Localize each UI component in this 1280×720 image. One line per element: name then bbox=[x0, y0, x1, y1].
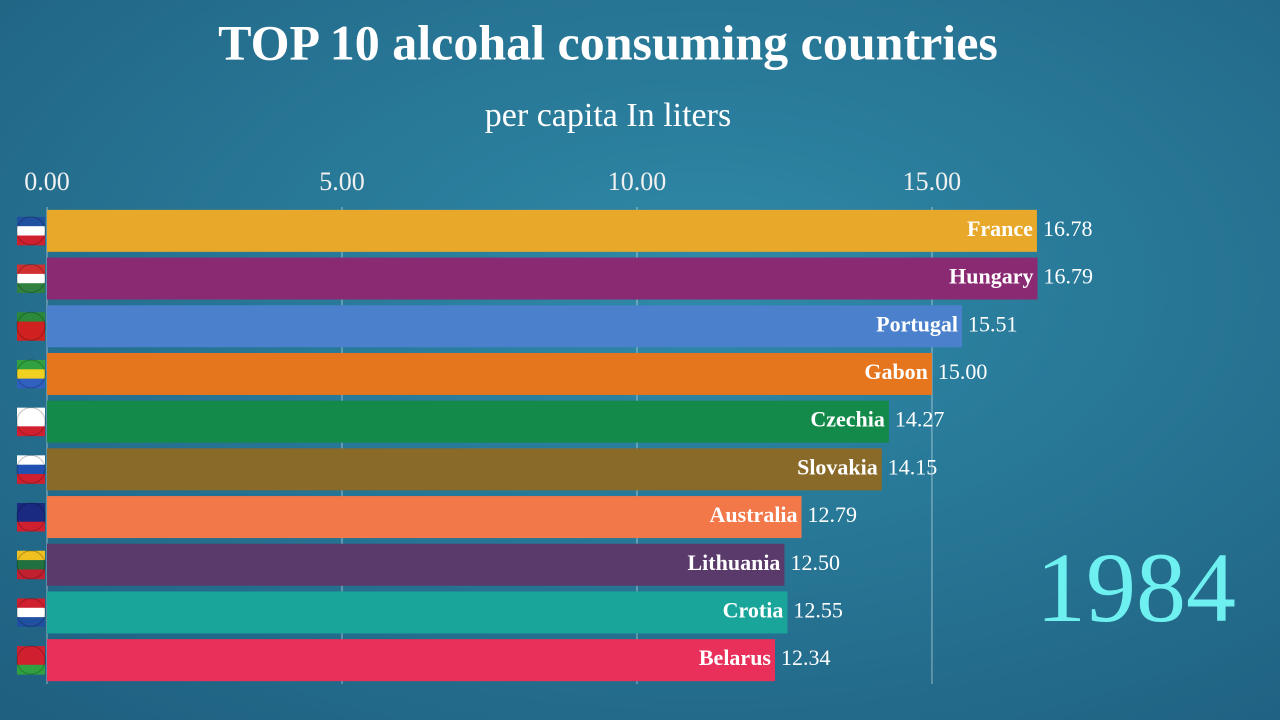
bar-name: Lithuania bbox=[688, 550, 781, 575]
flag-rim bbox=[16, 597, 46, 627]
flag-stripe bbox=[17, 416, 45, 427]
flag-stripe bbox=[17, 455, 45, 466]
flag-rim bbox=[16, 454, 46, 484]
x-tick-label: 10.00 bbox=[608, 167, 667, 196]
flag-stripe bbox=[17, 378, 45, 389]
flag-stripe bbox=[17, 235, 45, 246]
flag-stripe bbox=[17, 359, 45, 370]
flag-icon bbox=[16, 502, 46, 532]
flag-stripe bbox=[17, 330, 45, 341]
bar bbox=[47, 591, 788, 634]
flag-rim bbox=[16, 502, 46, 532]
bar-name: Slovakia bbox=[797, 454, 878, 479]
flag-stripe bbox=[17, 264, 45, 275]
bar bbox=[47, 448, 882, 491]
flag-stripe bbox=[17, 216, 45, 227]
flag-stripe bbox=[17, 646, 45, 656]
bar-name: Gabon bbox=[864, 359, 928, 384]
flag-icon bbox=[16, 407, 46, 437]
value-label: 14.15 bbox=[888, 454, 938, 479]
value-label: 15.00 bbox=[938, 359, 988, 384]
flag-stripe bbox=[17, 273, 45, 284]
value-label: 14.27 bbox=[895, 407, 945, 432]
flag-icon bbox=[16, 550, 46, 580]
flag-stripe bbox=[17, 607, 45, 618]
flag-rim bbox=[16, 407, 46, 437]
flag-stripe bbox=[17, 503, 45, 513]
year-label: 1984 bbox=[1036, 532, 1236, 643]
value-label: 16.78 bbox=[1043, 216, 1093, 241]
flag-rim bbox=[16, 645, 46, 675]
value-label: 15.51 bbox=[968, 311, 1018, 336]
flag-stripe bbox=[17, 655, 45, 666]
flag-rim bbox=[16, 359, 46, 389]
flag-rim bbox=[16, 550, 46, 580]
flag-stripe bbox=[17, 407, 45, 418]
bar-name: Crotia bbox=[723, 597, 784, 622]
flag-stripe bbox=[17, 521, 45, 532]
bar bbox=[47, 400, 889, 443]
bar-name: Australia bbox=[710, 502, 798, 527]
flag-stripe bbox=[17, 283, 45, 294]
x-tick-label: 15.00 bbox=[903, 167, 962, 196]
value-label: 16.79 bbox=[1044, 264, 1094, 289]
bar bbox=[47, 639, 776, 682]
value-label: 12.34 bbox=[781, 645, 831, 670]
bar-name: Portugal bbox=[876, 311, 958, 336]
bar-name: Czechia bbox=[810, 407, 885, 432]
flag-stripe bbox=[17, 226, 45, 237]
x-tick-label: 0.00 bbox=[24, 167, 70, 196]
flag-icon bbox=[16, 311, 46, 341]
flag-rim bbox=[16, 264, 46, 294]
flag-stripe bbox=[17, 664, 45, 675]
flag-icon bbox=[16, 359, 46, 389]
flag-stripe bbox=[17, 464, 45, 475]
flag-stripe bbox=[17, 617, 45, 627]
bar bbox=[47, 543, 785, 586]
flag-icon bbox=[16, 454, 46, 484]
chart-title: TOP 10 alcohal consuming countries bbox=[218, 14, 998, 70]
flag-stripe bbox=[17, 321, 45, 332]
value-label: 12.55 bbox=[793, 597, 843, 622]
flag-stripe bbox=[17, 569, 45, 580]
flag-rim bbox=[16, 216, 46, 246]
flag-stripe bbox=[17, 598, 45, 609]
bar-name: Hungary bbox=[949, 264, 1033, 289]
flag-stripe bbox=[17, 550, 45, 561]
flag-stripe bbox=[17, 312, 45, 323]
flag-stripe bbox=[17, 426, 45, 437]
bar bbox=[47, 257, 1038, 300]
bar-name: France bbox=[967, 216, 1033, 241]
value-label: 12.79 bbox=[808, 502, 858, 527]
flag-stripe bbox=[17, 512, 45, 523]
bar bbox=[47, 209, 1037, 252]
flag-icon bbox=[16, 216, 46, 246]
flag-stripe bbox=[17, 560, 45, 570]
flag-icon bbox=[16, 645, 46, 675]
bar bbox=[47, 496, 802, 539]
flag-stripe bbox=[17, 369, 45, 380]
bar-name: Belarus bbox=[699, 645, 772, 670]
flag-stripe bbox=[17, 474, 45, 484]
flag-icon bbox=[16, 597, 46, 627]
chart-subtitle: per capita In liters bbox=[485, 97, 731, 134]
value-label: 12.50 bbox=[790, 550, 840, 575]
bars: France 16.78 Hungary 16.79 Portugal 15.51 Gabo… bbox=[16, 209, 1094, 682]
bar bbox=[47, 352, 932, 395]
bar bbox=[47, 305, 963, 348]
x-tick-label: 5.00 bbox=[319, 167, 365, 196]
flag-rim bbox=[16, 311, 46, 341]
flag-icon bbox=[16, 264, 46, 294]
